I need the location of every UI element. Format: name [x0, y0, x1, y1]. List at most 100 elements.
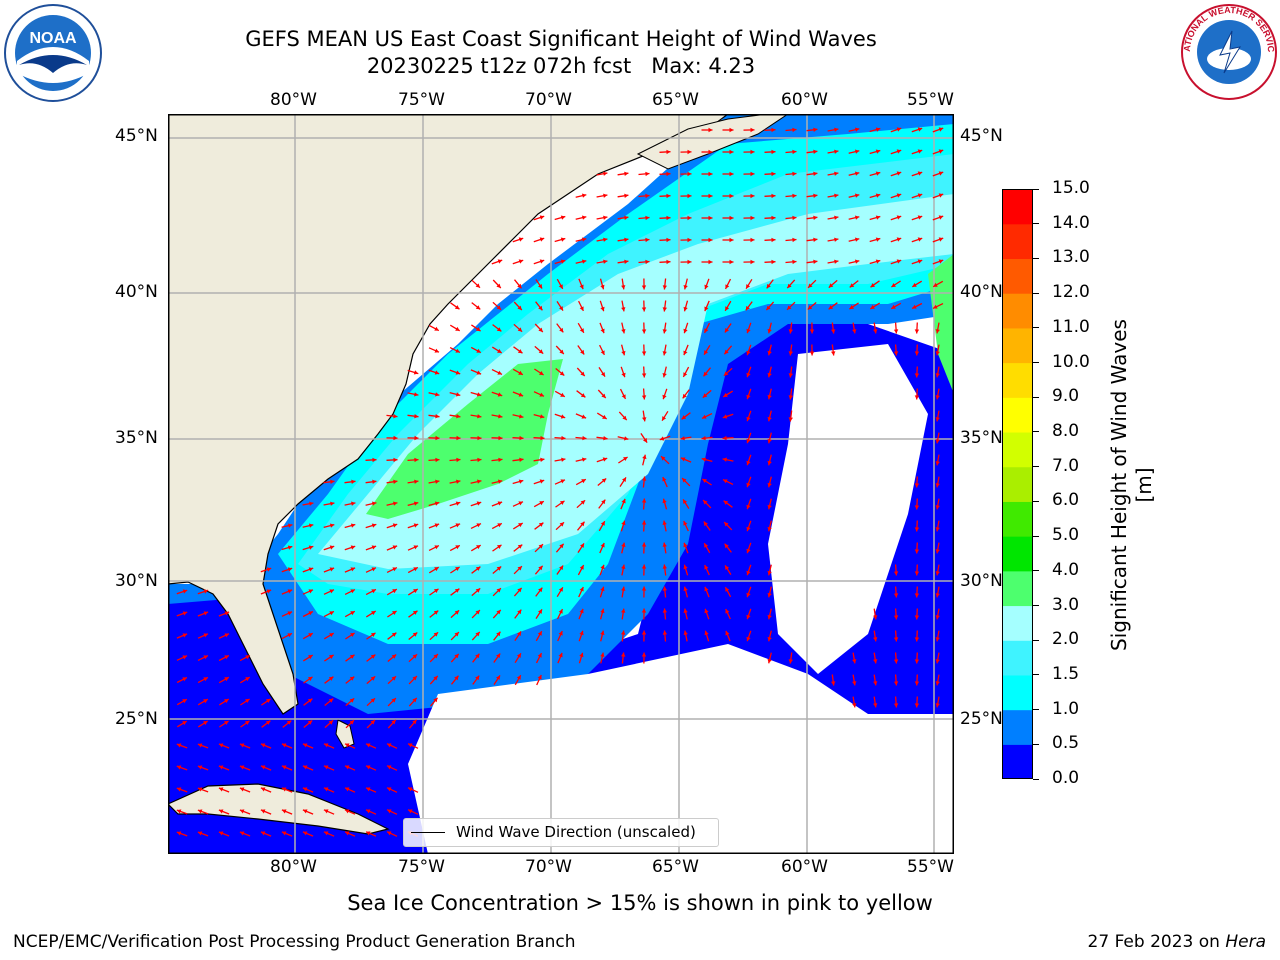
wave-direction-arrowhead [687, 237, 692, 243]
wave-direction-arrowhead [350, 545, 356, 550]
wave-direction-arrowhead [454, 675, 459, 681]
wave-direction-arrowhead [414, 457, 419, 463]
colorbar-segment [1002, 223, 1033, 260]
wave-direction-arrowhead [771, 149, 776, 155]
lon-tick-top: 80°W [270, 90, 317, 110]
wave-direction-arrowhead [873, 637, 878, 642]
wave-direction-arrowhead [854, 193, 860, 198]
wave-direction-arrowhead [875, 237, 881, 242]
wave-direction-arrowhead [746, 394, 751, 400]
wave-direction-arrowhead [329, 654, 334, 659]
wave-direction-arrowhead [580, 500, 586, 505]
wave-direction-arrowhead [724, 349, 729, 355]
wave-direction-arrowhead [624, 259, 629, 264]
wave-height-map [168, 114, 954, 854]
wave-direction-arrowhead [351, 479, 356, 484]
wave-direction-arrowhead [260, 787, 266, 792]
wave-direction-arrowhead [559, 371, 565, 376]
wave-direction-arrowhead [938, 215, 944, 220]
wave-direction-arrowhead [792, 171, 797, 177]
wave-direction-arrowhead [434, 567, 439, 572]
wave-direction-arrowhead [600, 630, 605, 636]
wave-direction-arrowhead [917, 149, 923, 154]
wave-direction-arrowhead [701, 457, 707, 462]
no-data-area-south [408, 644, 954, 854]
wave-direction-arrowhead [662, 630, 668, 635]
wave-direction-arrowhead [579, 328, 584, 333]
wave-direction-arrowhead [454, 632, 459, 637]
wave-direction-arrowhead [935, 593, 940, 598]
wave-direction-arrowhead [725, 306, 730, 311]
wave-direction-arrowhead [914, 571, 920, 576]
wave-direction-arrowhead [662, 498, 667, 504]
wave-direction-arrowhead [708, 237, 713, 243]
wave-direction-arrowhead [600, 328, 605, 334]
wave-direction-arrowhead [176, 765, 182, 770]
wave-direction-arrowhead [792, 149, 797, 155]
wave-direction-arrowhead [600, 521, 605, 526]
wave-direction-arrowhead [767, 372, 772, 378]
wave-direction-arrowhead [245, 720, 250, 725]
wave-direction-arrowhead [914, 593, 920, 598]
wave-direction-arrowhead [746, 350, 751, 356]
wave-direction-arrowhead [182, 699, 187, 704]
wave-direction-arrowhead [746, 416, 751, 422]
wave-direction-arrowhead [538, 609, 542, 614]
wave-direction-arrowhead [518, 523, 523, 528]
wave-direction-arrowhead [371, 523, 377, 528]
wave-direction-arrowhead [767, 460, 772, 466]
wave-direction-arrowhead [537, 631, 542, 636]
wave-direction-arrowhead [330, 501, 335, 506]
sea-ice-note: Sea Ice Concentration > 15% is shown in … [347, 891, 933, 915]
lat-tick-right: 35°N [960, 428, 1003, 448]
wave-direction-arrowhead [477, 479, 482, 484]
wave-direction-arrowhead [498, 414, 503, 419]
wave-direction-arrowhead [496, 675, 500, 680]
wave-direction-arrowhead [456, 414, 461, 419]
wave-direction-arrowhead [539, 371, 544, 375]
footer-host: Hera [1225, 932, 1266, 952]
wave-direction-arrowhead [372, 457, 377, 463]
wave-direction-arrowhead [391, 719, 396, 725]
wave-direction-arrowhead [813, 237, 818, 242]
wave-direction-arrowhead [434, 523, 440, 528]
wave-direction-arrowhead [666, 215, 671, 221]
wave-direction-arrowhead [708, 171, 713, 177]
wave-direction-arrowhead [477, 435, 482, 441]
wave-direction-arrowhead [391, 654, 397, 659]
wave-direction-arrowhead [350, 633, 355, 637]
wave-direction-arrowhead [287, 545, 293, 550]
wave-direction-arrowhead [412, 654, 418, 659]
wave-direction-arrowhead [662, 586, 667, 591]
wave-direction-arrowhead [266, 567, 272, 572]
wave-direction-arrowhead [914, 395, 920, 400]
wave-direction-arrowhead [641, 630, 647, 635]
wave-direction-arrowhead [475, 305, 481, 310]
wave-direction-arrowhead [434, 545, 439, 550]
wave-direction-arrowhead [917, 127, 923, 132]
wave-direction-arrowhead [539, 237, 545, 242]
wave-direction-arrowhead [307, 720, 313, 725]
wave-direction-arrowhead [624, 193, 629, 198]
colorbar-tick-label: 4.0 [1052, 559, 1080, 580]
wave-direction-arrowhead [834, 215, 839, 220]
wave-direction-arrowhead [662, 351, 667, 356]
wave-direction-arrowhead [414, 479, 419, 484]
wave-direction-arrowhead [455, 545, 460, 550]
wave-direction-arrowhead [873, 659, 878, 664]
wave-direction-arrowhead [302, 831, 308, 836]
wave-direction-arrowhead [239, 743, 245, 748]
wave-direction-arrowhead [260, 765, 266, 770]
wave-direction-arrowhead [302, 809, 308, 814]
wave-direction-arrowhead [412, 676, 417, 681]
wave-direction-arrowhead [497, 348, 502, 353]
wave-direction-arrowhead [182, 721, 187, 726]
wave-direction-arrowhead [559, 327, 564, 333]
colorbar-segment [1002, 189, 1033, 225]
wave-direction-arrowhead [873, 329, 878, 334]
colorbar-tick-mark [1033, 535, 1039, 537]
wave-direction-arrowhead [767, 328, 772, 334]
wave-direction-arrowhead [687, 259, 692, 265]
wave-direction-arrowhead [349, 676, 355, 681]
wave-direction-arrowhead [875, 171, 881, 176]
